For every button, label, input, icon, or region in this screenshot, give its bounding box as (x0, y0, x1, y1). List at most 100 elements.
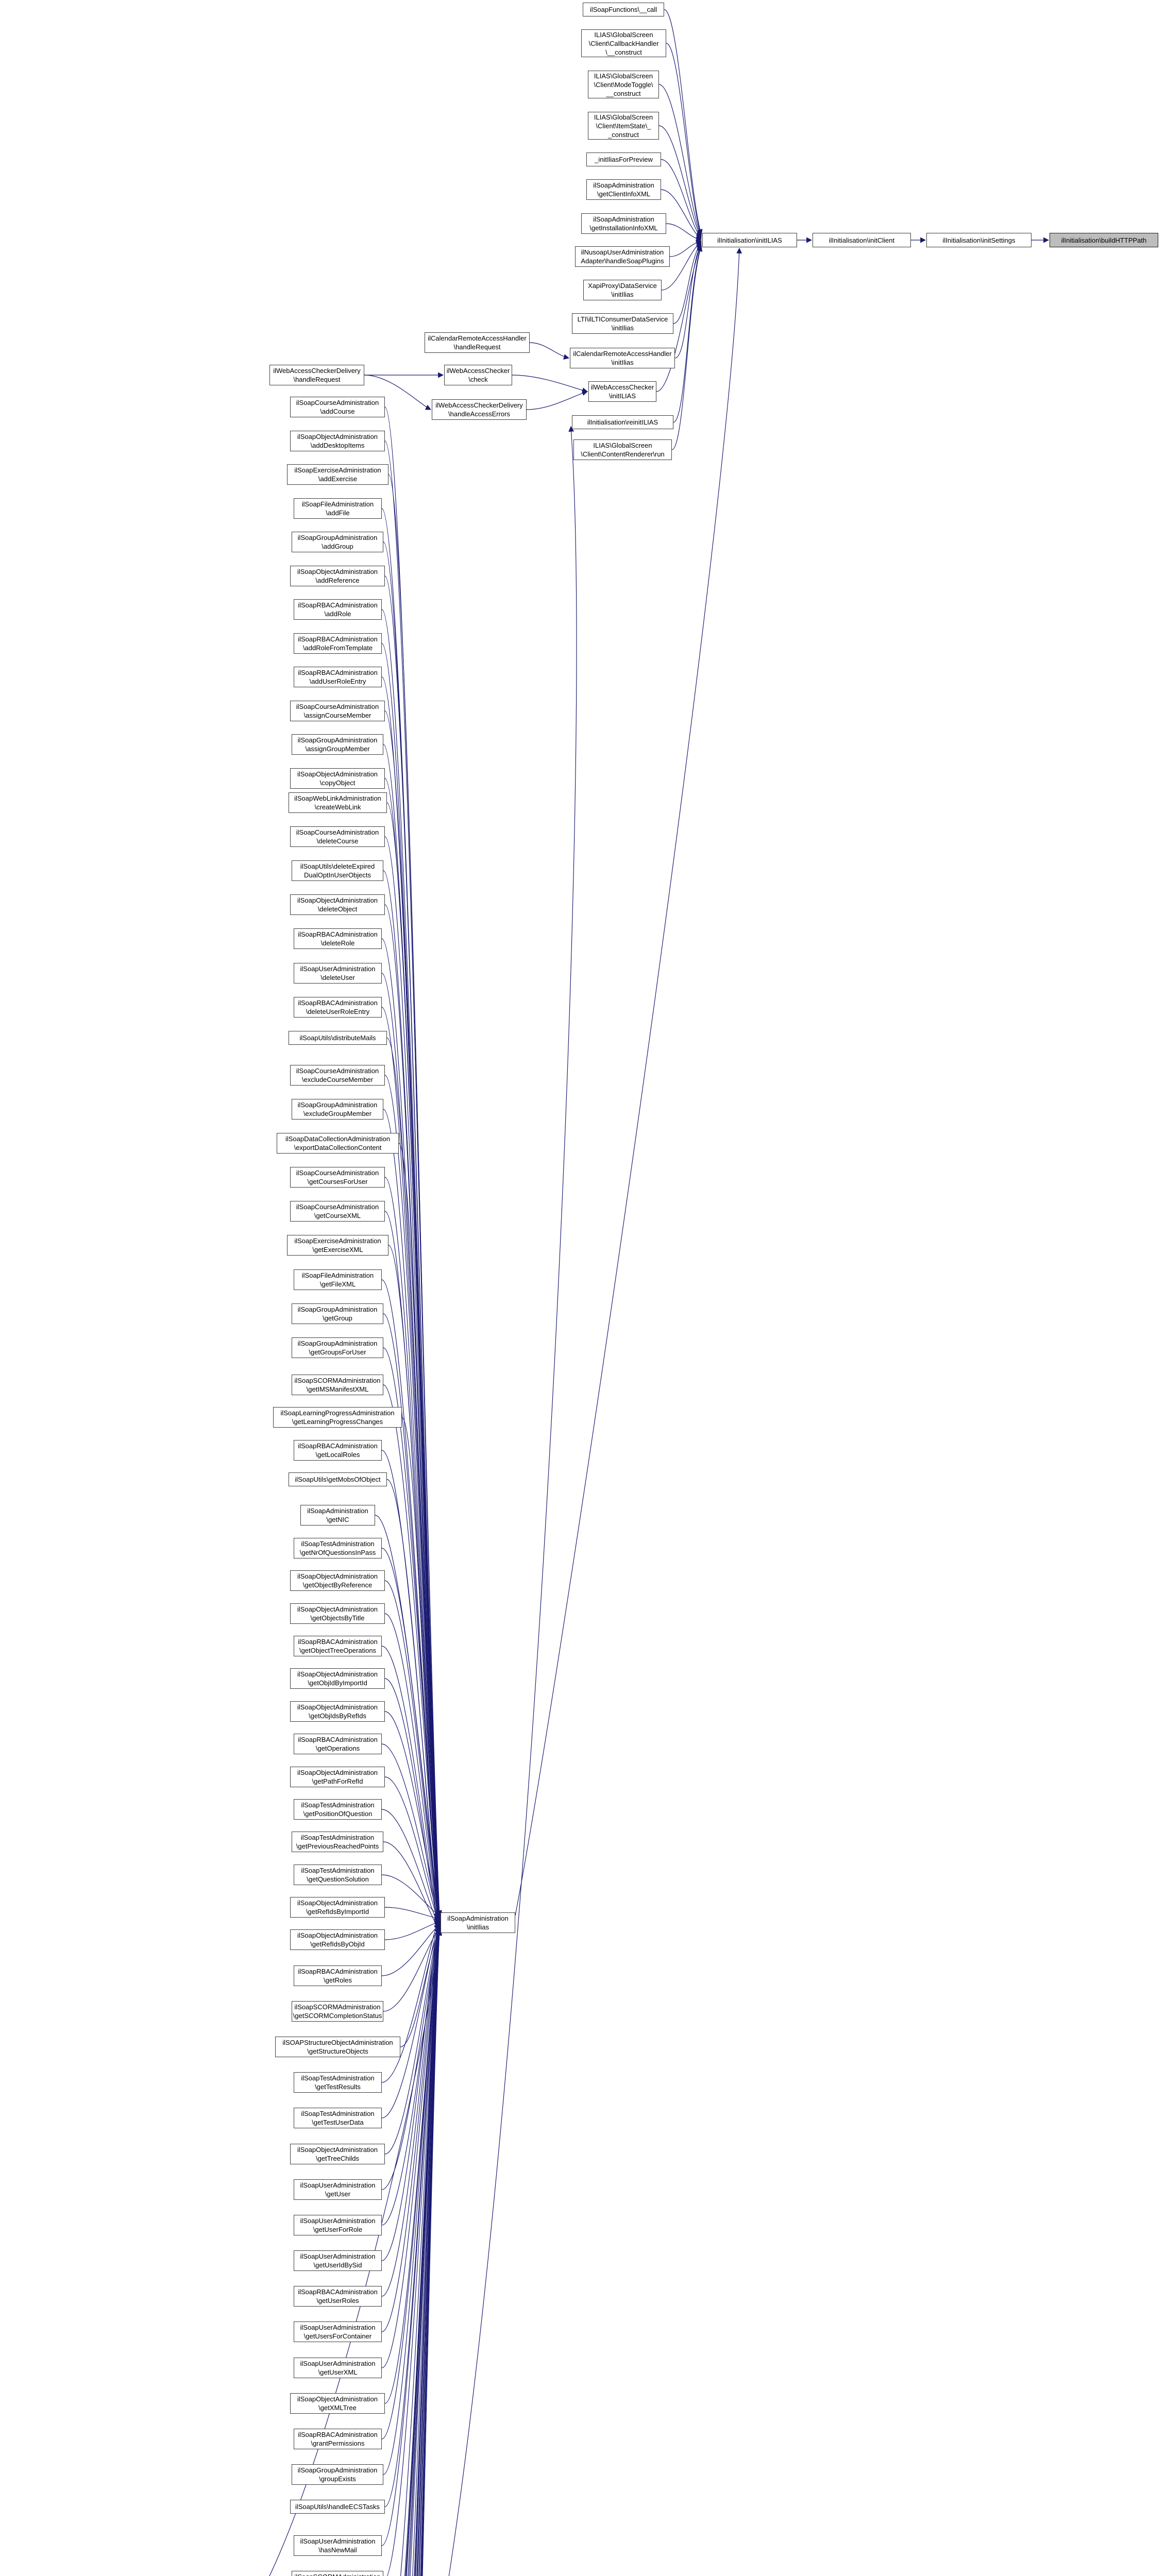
node-a20[interactable]: ilSoapUtils\distributeMails (289, 1031, 387, 1045)
edge (409, 1916, 442, 2576)
node-a34[interactable]: ilSoapAdministration \getNIC (300, 1505, 375, 1526)
node-a60[interactable]: ilSoapObjectAdministration \getXMLTree (290, 2393, 385, 2414)
node-ltiInit[interactable]: LTI\ilLTIConsumerDataService \initIlias (572, 313, 673, 334)
node-wacInitILIAS[interactable]: ilWebAccessChecker \initILIAS (588, 381, 656, 402)
node-a16[interactable]: ilSoapObjectAdministration \deleteObject (290, 894, 385, 915)
node-a50[interactable]: ilSOAPStructureObjectAdministration \getS… (275, 2037, 400, 2057)
node-a15[interactable]: ilSoapUtils\deleteExpired DualOptInUserOb… (292, 860, 383, 881)
edge (384, 1776, 441, 1924)
node-a46[interactable]: ilSoapObjectAdministration \getRefIdsByIm… (290, 1897, 385, 1918)
edge (381, 1914, 442, 2261)
node-a45[interactable]: ilSoapTestAdministration \getQuestionSolu… (294, 1865, 382, 1885)
edge (381, 1918, 442, 2297)
node-a1[interactable]: ilSoapCourseAdministration \addCourse (290, 397, 385, 417)
node-a54[interactable]: ilSoapUserAdministration \getUser (294, 2179, 382, 2200)
node-a32[interactable]: ilSoapRBACAdministration \getLocalRoles (294, 1440, 382, 1461)
node-a57[interactable]: ilSoapRBACAdministration \getUserRoles (294, 2286, 382, 2307)
node-a12[interactable]: ilSoapObjectAdministration \copyObject (290, 768, 385, 789)
node-callbackHandler[interactable]: ILIAS\GlobalScreen \Client\CallbackHandle… (581, 29, 666, 57)
node-xapiInit[interactable]: XapiProxy\DataService \initIlias (583, 280, 662, 300)
node-a26[interactable]: ilSoapExerciseAdministration \getExercise… (287, 1235, 388, 1256)
node-hub[interactable]: ilSoapAdministration \initIlias (441, 1912, 515, 1933)
node-a37[interactable]: ilSoapObjectAdministration \getObjectsByT… (290, 1603, 385, 1624)
node-a25[interactable]: ilSoapCourseAdministration \getCourseXML (290, 1201, 385, 1222)
node-a38[interactable]: ilSoapRBACAdministration \getObjectTreeOp… (294, 1636, 382, 1656)
node-label-line: ilSoapSCORMAdministration (294, 2003, 381, 2011)
node-wacDelivHandleRequest[interactable]: ilWebAccessCheckerDelivery \handleRequest (269, 365, 364, 385)
node-a23[interactable]: ilSoapDataCollectionAdministration \expor… (277, 1133, 399, 1154)
node-a41[interactable]: ilSoapRBACAdministration \getOperations (294, 1734, 382, 1754)
node-a36[interactable]: ilSoapObjectAdministration \getObjectByRe… (290, 1570, 385, 1591)
node-wacErrors[interactable]: ilWebAccessCheckerDelivery \handleAccessE… (432, 399, 527, 420)
node-a8[interactable]: ilSoapRBACAdministration \addRoleFromTemp… (294, 633, 382, 654)
node-itemState[interactable]: ILIAS\GlobalScreen \Client\ItemState\_ _co… (588, 112, 659, 140)
node-soapCall[interactable]: ilSoapFunctions\__call (583, 3, 664, 16)
node-initIliasForPreview[interactable]: _initIliasForPreview (586, 152, 661, 166)
node-a29[interactable]: ilSoapGroupAdministration \getGroupsForUs… (292, 1337, 383, 1358)
node-a59[interactable]: ilSoapUserAdministration \getUserXML (294, 2358, 382, 2378)
node-a52[interactable]: ilSoapTestAdministration \getTestUserData (294, 2108, 382, 2128)
node-reinitILIAS[interactable]: ilInitialisation\reinitILIAS (572, 415, 673, 429)
node-a48[interactable]: ilSoapRBACAdministration \getRoles (294, 1965, 382, 1986)
node-a27[interactable]: ilSoapFileAdministration \getFileXML (294, 1269, 382, 1290)
node-getClientInfoXML[interactable]: ilSoapAdministration \getClientInfoXML (586, 179, 661, 200)
node-a43[interactable]: ilSoapTestAdministration \getPositionOfQu… (294, 1799, 382, 1820)
node-a51[interactable]: ilSoapTestAdministration \getTestResults (294, 2072, 382, 2093)
node-a39[interactable]: ilSoapObjectAdministration \getObjIdByImp… (290, 1668, 385, 1689)
node-a13[interactable]: ilSoapWebLinkAdministration \createWebLin… (289, 792, 387, 813)
node-initSettings[interactable]: ilInitialisation\initSettings (926, 233, 1031, 247)
edge (381, 1916, 441, 2083)
node-a19[interactable]: ilSoapRBACAdministration \deleteUserRoleE… (294, 997, 382, 1018)
node-a24[interactable]: ilSoapCourseAdministration \getCoursesFor… (290, 1167, 385, 1188)
node-a22[interactable]: ilSoapGroupAdministration \excludeGroupMe… (292, 1099, 383, 1120)
node-calHandleRequest[interactable]: ilCalendarRemoteAccessHandler \handleRequ… (425, 332, 530, 353)
node-a63[interactable]: ilSoapUtils\handleECSTasks (290, 2500, 385, 2514)
node-label-line: ILIAS\GlobalScreen (594, 30, 653, 39)
node-a55[interactable]: ilSoapUserAdministration \getUserForRole (294, 2215, 382, 2235)
node-handleSoapPlugins[interactable]: ilNusoapUserAdministration Adapter\handle… (575, 246, 670, 267)
node-a9[interactable]: ilSoapRBACAdministration \addUserRoleEntr… (294, 667, 382, 687)
node-a6[interactable]: ilSoapObjectAdministration \addReference (290, 566, 385, 586)
node-a33[interactable]: ilSoapUtils\getMobsOfObject (289, 1472, 387, 1486)
node-a30[interactable]: ilSoapSCORMAdministration \getIMSManifest… (292, 1375, 383, 1395)
node-a11[interactable]: ilSoapGroupAdministration \assignGroupMem… (292, 734, 383, 755)
node-a53[interactable]: ilSoapObjectAdministration \getTreeChilds (290, 2144, 385, 2164)
node-wacCheck[interactable]: ilWebAccessChecker \check (444, 365, 512, 385)
node-modeToggle[interactable]: ILIAS\GlobalScreen \Client\ModeToggle\ __c… (588, 71, 659, 98)
node-a17[interactable]: ilSoapRBACAdministration \deleteRole (294, 928, 382, 949)
node-a21[interactable]: ilSoapCourseAdministration \excludeCourse… (290, 1065, 385, 1086)
node-a18[interactable]: ilSoapUserAdministration \deleteUser (294, 963, 382, 984)
node-initClient[interactable]: ilInitialisation\initClient (813, 233, 911, 247)
node-a4[interactable]: ilSoapFileAdministration \addFile (294, 498, 382, 519)
node-a42[interactable]: ilSoapObjectAdministration \getPathForRef… (290, 1767, 385, 1787)
node-calInitIlias[interactable]: ilCalendarRemoteAccessHandler \initIlias (570, 348, 675, 368)
node-a47[interactable]: ilSoapObjectAdministration \getRefIdsByOb… (290, 1929, 385, 1950)
node-a40[interactable]: ilSoapObjectAdministration \getObjIdsByRe… (290, 1701, 385, 1722)
node-a61[interactable]: ilSoapRBACAdministration \grantPermission… (294, 2429, 382, 2449)
node-a10[interactable]: ilSoapCourseAdministration \assignCourseM… (290, 701, 385, 721)
node-a65[interactable]: ilSoapSCORMAdministration\hasSCORMCertif… (292, 2571, 383, 2576)
node-initILIAS[interactable]: ilInitialisation\initILIAS (702, 233, 797, 247)
edge (388, 1245, 442, 1926)
node-a62[interactable]: ilSoapGroupAdministration \groupExists (292, 2464, 383, 2485)
node-a56[interactable]: ilSoapUserAdministration \getUserIdBySid (294, 2250, 382, 2271)
node-getInstallationInfoXML[interactable]: ilSoapAdministration \getInstallationInfo… (581, 213, 666, 234)
node-label-line: ILIAS\GlobalScreen (594, 113, 653, 121)
node-a14[interactable]: ilSoapCourseAdministration \deleteCourse (290, 826, 385, 847)
node-a35[interactable]: ilSoapTestAdministration \getNrOfQuestion… (294, 1538, 382, 1558)
node-a3[interactable]: ilSoapExerciseAdministration \addExercise (287, 464, 388, 485)
node-a7[interactable]: ilSoapRBACAdministration \addRole (294, 599, 382, 620)
node-contentRun[interactable]: ILIAS\GlobalScreen \Client\ContentRendere… (573, 439, 672, 460)
node-label-line: ilSoapTestAdministration (301, 1540, 375, 1548)
node-a2[interactable]: ilSoapObjectAdministration \addDesktopIte… (290, 431, 385, 451)
node-label-line: ilSoapAdministration (307, 1507, 368, 1515)
node-a44[interactable]: ilSoapTestAdministration \getPreviousReac… (292, 1832, 383, 1852)
node-a31[interactable]: ilSoapLearningProgressAdministration \get… (273, 1407, 402, 1428)
node-label-line: \getQuestionSolution (307, 1875, 369, 1883)
node-a49[interactable]: ilSoapSCORMAdministration \getSCORMComple… (292, 2001, 383, 2022)
node-label-line: \getCourseXML (314, 1212, 361, 1219)
node-a28[interactable]: ilSoapGroupAdministration \getGroup (292, 1303, 383, 1324)
node-a64[interactable]: ilSoapUserAdministration \hasNewMail (294, 2535, 382, 2556)
node-a5[interactable]: ilSoapGroupAdministration \addGroup (292, 532, 383, 552)
node-a58[interactable]: ilSoapUserAdministration \getUsersForCont… (294, 2321, 382, 2342)
